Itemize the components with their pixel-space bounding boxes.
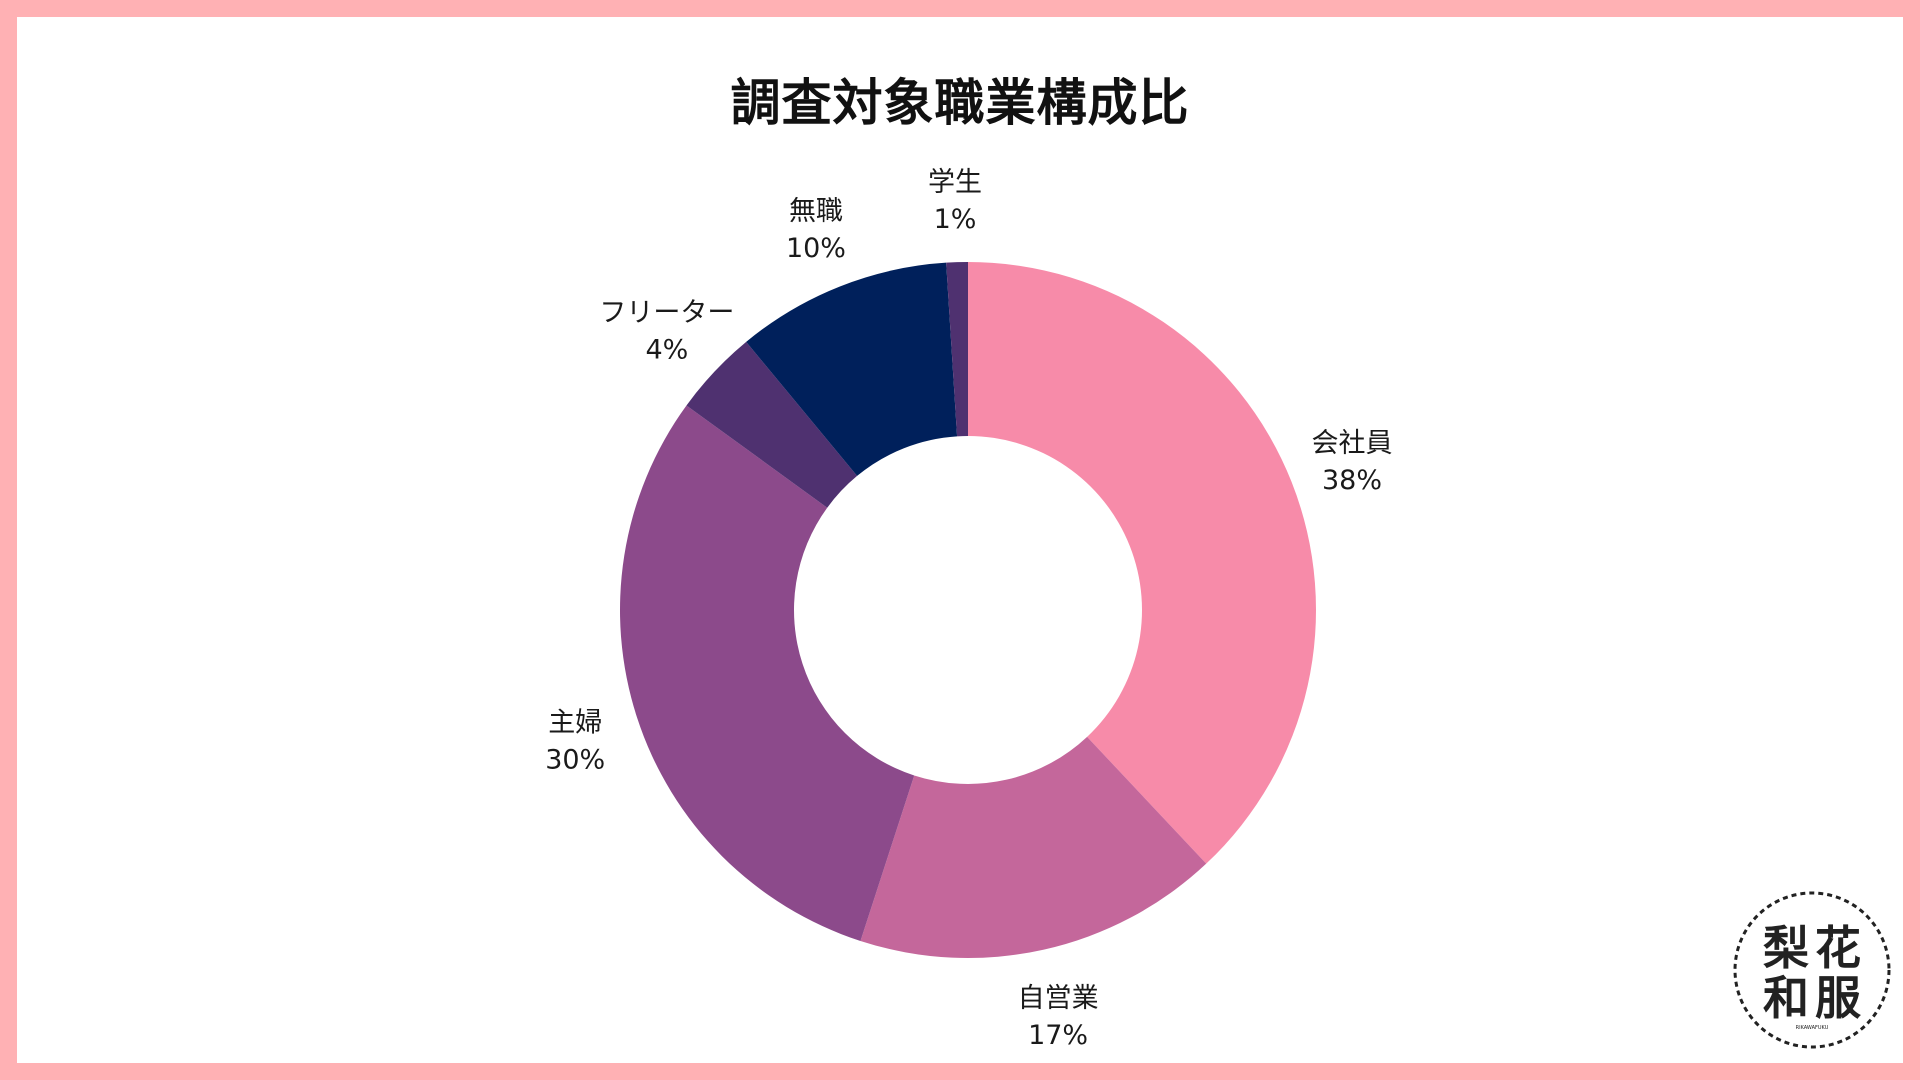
- slice-label-0: 会社員: [1311, 428, 1392, 459]
- slice-5: [946, 262, 968, 437]
- slice-value-3: 4%: [646, 334, 689, 365]
- slice-2: [619, 405, 915, 941]
- slice-label-2: 主婦: [548, 708, 602, 739]
- slice-0: [968, 262, 1317, 864]
- slice-labels: 会社員 38% 自営業 17% 主婦 30% フリーター 4% 無職 10% 学生 1%: [545, 167, 1392, 1051]
- slice-label-5: 学生: [928, 167, 982, 198]
- logo-subtext: RIKAWAFUKU: [1796, 1025, 1829, 1031]
- slice-value-4: 10%: [786, 233, 846, 264]
- logo-char-4: 服: [1815, 971, 1861, 1025]
- slice-label-1: 自営業: [1018, 983, 1099, 1014]
- slice-value-5: 1%: [934, 204, 977, 235]
- donut-slices: [619, 262, 1317, 958]
- logo-char-3: 和: [1763, 971, 1809, 1025]
- chart-title: 調査対象職業構成比: [730, 74, 1190, 132]
- slice-value-0: 38%: [1322, 465, 1382, 496]
- slice-label-4: 無職: [789, 196, 843, 227]
- slice-value-1: 17%: [1028, 1020, 1088, 1051]
- slice-4: [746, 262, 958, 476]
- logo-char-1: 梨: [1763, 921, 1809, 975]
- slice-1: [860, 736, 1207, 958]
- logo-char-2: 花: [1815, 921, 1861, 975]
- brand-logo: 梨 花 和 服 RIKAWAFUKU: [1733, 891, 1891, 1049]
- slice-value-2: 30%: [545, 745, 605, 776]
- slice-3: [686, 341, 858, 508]
- slice-label-3: フリーター: [599, 297, 734, 328]
